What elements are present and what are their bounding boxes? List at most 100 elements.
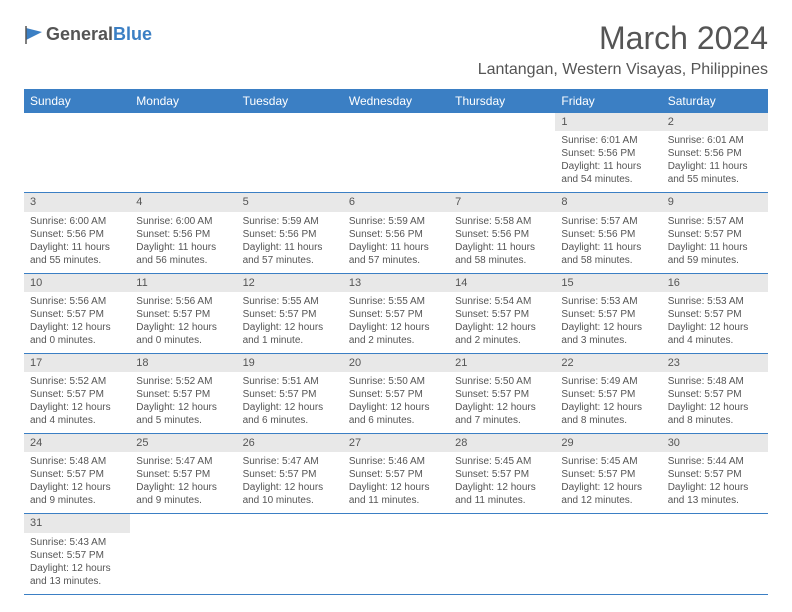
day-body: Sunrise: 5:52 AMSunset: 5:57 PMDaylight:… — [130, 372, 236, 433]
logo-text: GeneralBlue — [46, 24, 152, 45]
sunrise-text: Sunrise: 5:51 AM — [243, 375, 337, 388]
calendar-cell: 18Sunrise: 5:52 AMSunset: 5:57 PMDayligh… — [130, 353, 236, 433]
sunset-text: Sunset: 5:57 PM — [136, 308, 230, 321]
day-number: 1 — [555, 113, 661, 131]
calendar-cell: 13Sunrise: 5:55 AMSunset: 5:57 PMDayligh… — [343, 273, 449, 353]
day-number: 5 — [237, 193, 343, 211]
day-number: 17 — [24, 354, 130, 372]
calendar-cell: 19Sunrise: 5:51 AMSunset: 5:57 PMDayligh… — [237, 353, 343, 433]
calendar-cell: 30Sunrise: 5:44 AMSunset: 5:57 PMDayligh… — [662, 434, 768, 514]
sunrise-text: Sunrise: 5:54 AM — [455, 295, 549, 308]
calendar-cell: 16 Sunrise: 5:53 AMSunset: 5:57 PMDayligh… — [662, 273, 768, 353]
sunrise-text: Sunrise: 5:50 AM — [349, 375, 443, 388]
sunset-text: Sunset: 5:57 PM — [349, 388, 443, 401]
calendar-cell — [343, 514, 449, 594]
day-number: 31 — [24, 514, 130, 532]
daylight-text: Daylight: 12 hours and 5 minutes. — [136, 401, 230, 427]
calendar-cell — [662, 514, 768, 594]
calendar-cell — [237, 113, 343, 193]
calendar-cell: 1Sunrise: 6:01 AMSunset: 5:56 PMDaylight… — [555, 113, 661, 193]
calendar-cell: 28Sunrise: 5:45 AMSunset: 5:57 PMDayligh… — [449, 434, 555, 514]
sunrise-text: Sunrise: 5:57 AM — [561, 215, 655, 228]
sunrise-text: Sunrise: 5:59 AM — [349, 215, 443, 228]
location-text: Lantangan, Western Visayas, Philippines — [478, 61, 768, 79]
logo: GeneralBlue — [24, 24, 152, 45]
calendar-cell: 27Sunrise: 5:46 AMSunset: 5:57 PMDayligh… — [343, 434, 449, 514]
day-body: Sunrise: 5:48 AMSunset: 5:57 PMDaylight:… — [24, 452, 130, 513]
sunset-text: Sunset: 5:57 PM — [30, 308, 124, 321]
daylight-text: Daylight: 12 hours and 0 minutes. — [136, 321, 230, 347]
calendar-cell: 4Sunrise: 6:00 AMSunset: 5:56 PMDaylight… — [130, 193, 236, 273]
day-body: Sunrise: 5:55 AMSunset: 5:57 PMDaylight:… — [343, 292, 449, 353]
day-number: 21 — [449, 354, 555, 372]
daylight-text: Daylight: 11 hours and 54 minutes. — [561, 160, 655, 186]
day-body: Sunrise: 6:00 AMSunset: 5:56 PMDaylight:… — [24, 212, 130, 273]
sunset-text: Sunset: 5:57 PM — [668, 308, 762, 321]
sunrise-text: Sunrise: 5:46 AM — [349, 455, 443, 468]
daylight-text: Daylight: 12 hours and 1 minute. — [243, 321, 337, 347]
day-number: 13 — [343, 274, 449, 292]
day-body: Sunrise: 5:52 AMSunset: 5:57 PMDaylight:… — [24, 372, 130, 433]
sunrise-text: Sunrise: 5:53 AM — [668, 295, 762, 308]
day-body: Sunrise: 5:43 AMSunset: 5:57 PMDaylight:… — [24, 533, 130, 594]
sunset-text: Sunset: 5:57 PM — [136, 388, 230, 401]
calendar-cell — [555, 514, 661, 594]
sunrise-text: Sunrise: 5:45 AM — [561, 455, 655, 468]
daylight-text: Daylight: 12 hours and 3 minutes. — [561, 321, 655, 347]
sunset-text: Sunset: 5:57 PM — [668, 388, 762, 401]
day-body: Sunrise: 5:57 AMSunset: 5:57 PMDaylight:… — [662, 212, 768, 273]
day-number: 2 — [662, 113, 768, 131]
sunset-text: Sunset: 5:57 PM — [455, 388, 549, 401]
calendar-cell: 22Sunrise: 5:49 AMSunset: 5:57 PMDayligh… — [555, 353, 661, 433]
sunset-text: Sunset: 5:57 PM — [136, 468, 230, 481]
sunset-text: Sunset: 5:57 PM — [349, 308, 443, 321]
day-body: Sunrise: 5:59 AMSunset: 5:56 PMDaylight:… — [237, 212, 343, 273]
day-body: Sunrise: 5:53 AMSunset: 5:57 PMDaylight:… — [555, 292, 661, 353]
day-number: 30 — [662, 434, 768, 452]
sunrise-text: Sunrise: 6:00 AM — [136, 215, 230, 228]
day-body: Sunrise: 5:50 AMSunset: 5:57 PMDaylight:… — [343, 372, 449, 433]
daylight-text: Daylight: 11 hours and 57 minutes. — [349, 241, 443, 267]
sunset-text: Sunset: 5:57 PM — [668, 228, 762, 241]
sunrise-text: Sunrise: 5:50 AM — [455, 375, 549, 388]
sunrise-text: Sunrise: 5:56 AM — [136, 295, 230, 308]
calendar-head: SundayMondayTuesdayWednesdayThursdayFrid… — [24, 89, 768, 113]
sunset-text: Sunset: 5:56 PM — [136, 228, 230, 241]
sunrise-text: Sunrise: 5:47 AM — [136, 455, 230, 468]
calendar-week-row: 3Sunrise: 6:00 AMSunset: 5:56 PMDaylight… — [24, 193, 768, 273]
sunset-text: Sunset: 5:57 PM — [243, 308, 337, 321]
calendar-cell: 26Sunrise: 5:47 AMSunset: 5:57 PMDayligh… — [237, 434, 343, 514]
day-body: Sunrise: 5:51 AMSunset: 5:57 PMDaylight:… — [237, 372, 343, 433]
daylight-text: Daylight: 12 hours and 2 minutes. — [349, 321, 443, 347]
daylight-text: Daylight: 12 hours and 8 minutes. — [668, 401, 762, 427]
calendar-cell: 3Sunrise: 6:00 AMSunset: 5:56 PMDaylight… — [24, 193, 130, 273]
day-number: 19 — [237, 354, 343, 372]
sunrise-text: Sunrise: 5:48 AM — [30, 455, 124, 468]
day-number: 29 — [555, 434, 661, 452]
daylight-text: Daylight: 12 hours and 9 minutes. — [136, 481, 230, 507]
daylight-text: Daylight: 12 hours and 11 minutes. — [455, 481, 549, 507]
day-number: 16 — [662, 274, 768, 292]
logo-text-2: Blue — [113, 24, 152, 44]
calendar-cell — [24, 113, 130, 193]
calendar-cell — [237, 514, 343, 594]
sunrise-text: Sunrise: 5:55 AM — [243, 295, 337, 308]
day-header-row: SundayMondayTuesdayWednesdayThursdayFrid… — [24, 89, 768, 113]
day-body: Sunrise: 5:47 AMSunset: 5:57 PMDaylight:… — [237, 452, 343, 513]
day-body: Sunrise: 5:56 AMSunset: 5:57 PMDaylight:… — [130, 292, 236, 353]
day-body: Sunrise: 5:46 AMSunset: 5:57 PMDaylight:… — [343, 452, 449, 513]
sunrise-text: Sunrise: 5:44 AM — [668, 455, 762, 468]
sunrise-text: Sunrise: 5:48 AM — [668, 375, 762, 388]
calendar-body: 1Sunrise: 6:01 AMSunset: 5:56 PMDaylight… — [24, 113, 768, 594]
day-body: Sunrise: 5:54 AMSunset: 5:57 PMDaylight:… — [449, 292, 555, 353]
sunset-text: Sunset: 5:57 PM — [561, 468, 655, 481]
sunrise-text: Sunrise: 5:49 AM — [561, 375, 655, 388]
calendar-cell: 10Sunrise: 5:56 AMSunset: 5:57 PMDayligh… — [24, 273, 130, 353]
calendar-cell: 11Sunrise: 5:56 AMSunset: 5:57 PMDayligh… — [130, 273, 236, 353]
sunrise-text: Sunrise: 5:52 AM — [30, 375, 124, 388]
day-body: Sunrise: 5:44 AMSunset: 5:57 PMDaylight:… — [662, 452, 768, 513]
daylight-text: Daylight: 12 hours and 4 minutes. — [668, 321, 762, 347]
sunrise-text: Sunrise: 5:59 AM — [243, 215, 337, 228]
day-number: 3 — [24, 193, 130, 211]
sunrise-text: Sunrise: 5:56 AM — [30, 295, 124, 308]
